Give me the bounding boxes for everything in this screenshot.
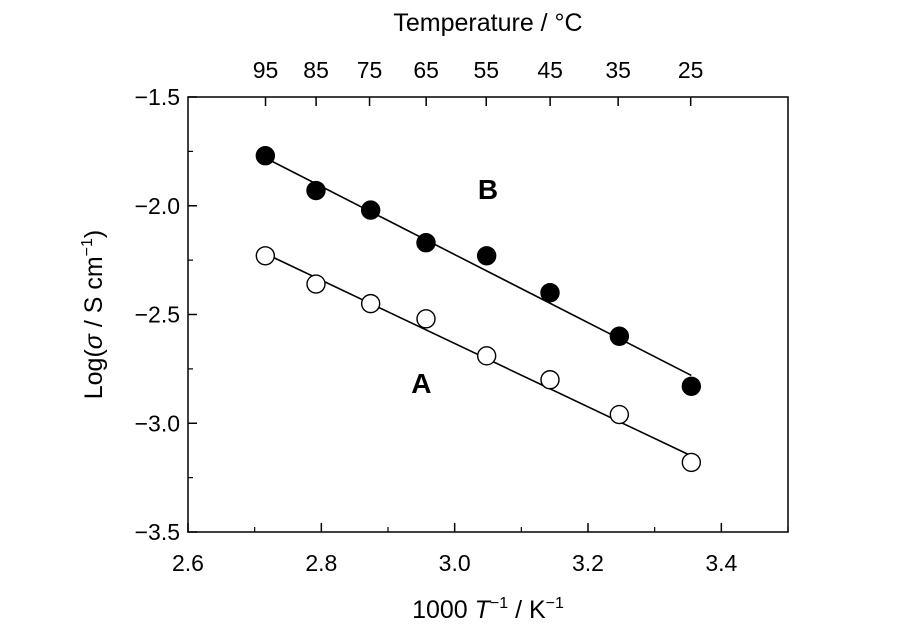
data-point-a [681, 452, 702, 473]
y-tick-label: −3.5 [135, 519, 180, 545]
data-point-b [255, 146, 276, 166]
top-tick-label: 85 [303, 57, 329, 83]
data-point-b [416, 233, 436, 253]
data-points-group [255, 146, 702, 473]
x-tick-label: 3.2 [572, 550, 604, 576]
x-title-prefix: 1000 [412, 596, 475, 624]
top-tick-label: 95 [253, 57, 279, 83]
top-tick-label: 45 [537, 57, 563, 83]
y-title-mid: / S cm [80, 256, 108, 334]
x-tick-label: 2.6 [172, 550, 204, 576]
x-tick-label: 3.4 [705, 550, 737, 576]
y-tick-label: −2.0 [135, 193, 180, 219]
y-axis-title: Log(σ / S cm−1) [79, 230, 108, 400]
data-point-b [476, 246, 497, 266]
data-point-a [609, 404, 630, 425]
data-point-a [360, 293, 381, 314]
x-tick-label: 3.0 [439, 550, 471, 576]
top-tick-label: 75 [357, 57, 383, 83]
x-title-unit-sup: −1 [546, 595, 564, 612]
top-tick-label: 55 [473, 57, 499, 83]
y-title-suffix: ) [80, 230, 108, 238]
top-tick-label: 25 [678, 57, 704, 83]
y-title-prefix: Log( [80, 349, 108, 400]
data-point-a [476, 346, 497, 366]
data-point-a [416, 309, 436, 329]
x-title-sup: −1 [490, 595, 508, 612]
data-point-b [360, 200, 381, 220]
data-point-b [306, 180, 326, 201]
top-tick-label: 35 [605, 57, 631, 83]
data-point-a [255, 246, 276, 266]
x-axis-title: 1000 T−1 / K−1 [412, 595, 564, 624]
series-label-b: B [478, 174, 498, 205]
top-axis-title: Temperature / °C [393, 9, 582, 37]
y-tick-label: −1.5 [135, 84, 180, 110]
x-title-suffix: / K [508, 596, 546, 624]
ticks-group: 2.6 2.8 3.0 3.2 3.4 −1.5 −2.0 −2.5 −3.0 −3.5 95 85 7… [135, 57, 789, 576]
series-label-a: A [411, 368, 431, 399]
top-tick-label: 65 [413, 57, 439, 83]
y-tick-label: −2.5 [135, 302, 180, 328]
y-tick-label: −3.0 [135, 410, 180, 436]
data-point-b [609, 326, 630, 346]
y-title-sup: −1 [79, 238, 96, 256]
y-title-var: σ [80, 333, 108, 349]
data-point-a [540, 370, 560, 390]
data-point-b [681, 376, 702, 396]
x-tick-label: 2.8 [305, 550, 337, 576]
x-title-var: T [475, 596, 492, 624]
data-point-b [540, 283, 560, 303]
data-point-a [306, 274, 326, 294]
